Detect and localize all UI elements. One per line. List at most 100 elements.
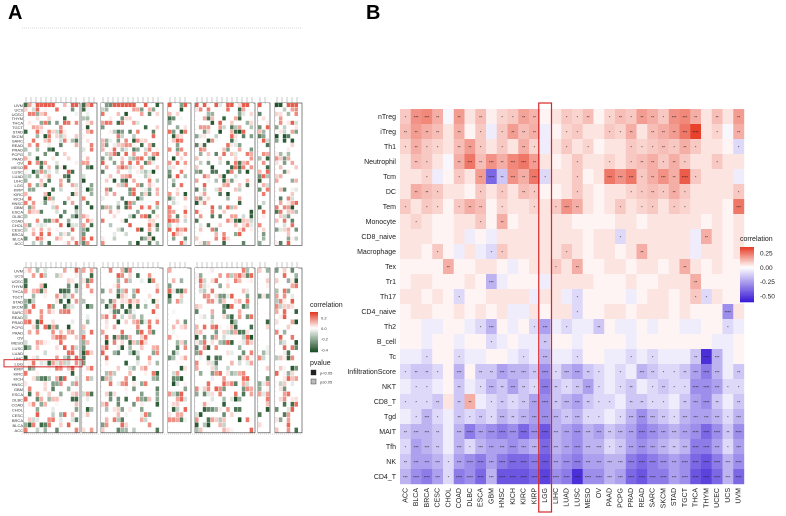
heatmap-cell: [226, 151, 230, 156]
row-label: KIRP: [14, 187, 24, 192]
heatmap-cell: [202, 329, 207, 335]
heatmap-cell: [241, 125, 246, 130]
heatmap-cell: [24, 147, 28, 152]
heatmap-cell: [195, 223, 199, 228]
heatmap-cell: [202, 240, 207, 245]
heatmap-cell: [593, 319, 605, 335]
heatmap-cell: [647, 289, 659, 305]
heatmap-cell: [116, 422, 121, 428]
heatmap-cell: [275, 365, 279, 371]
heatmap-cell: [593, 184, 605, 200]
heatmap-cell: [104, 227, 109, 232]
heatmap-cell: [222, 288, 226, 294]
heatmap-cell: [27, 412, 32, 417]
heatmap-cell: [47, 120, 51, 125]
heatmap-cell: [66, 236, 71, 241]
heatmap-cell: [140, 187, 144, 192]
heatmap-cell: [143, 214, 148, 219]
heatmap-cell: [112, 116, 117, 121]
heatmap-cell: [198, 169, 203, 174]
heatmap-cell: [202, 376, 207, 381]
heatmap-cell: [82, 427, 86, 433]
heatmap-cell: [85, 174, 90, 179]
heatmap-cell: [47, 169, 51, 174]
heatmap-cell: [290, 427, 295, 433]
significance-mark: ***: [715, 385, 720, 390]
heatmap-cell: [85, 329, 90, 335]
heatmap-cell: [278, 160, 283, 165]
heatmap-cell: [171, 165, 176, 170]
significance-mark: ****: [488, 175, 495, 180]
heatmap-cell: [249, 360, 254, 366]
row-label: CESC: [12, 413, 23, 418]
heatmap-cell: [294, 391, 298, 397]
heatmap-cell: [275, 183, 279, 188]
heatmap-cell: [128, 324, 132, 330]
heatmap-cell: [179, 160, 184, 165]
heatmap-cell: [85, 151, 90, 156]
heatmap-cell: [147, 381, 152, 387]
heatmap-cell: [175, 365, 180, 371]
heatmap-cell: [143, 391, 148, 397]
significance-mark: *: [738, 385, 740, 390]
heatmap-cell: [66, 304, 71, 309]
heatmap-cell: [124, 412, 128, 417]
significance-mark: ***: [661, 175, 666, 180]
heatmap-cell: [112, 417, 117, 423]
significance-mark: ***: [607, 175, 612, 180]
heatmap-cell: [155, 293, 160, 299]
heatmap-cell: [286, 329, 291, 335]
heatmap-cell: [31, 340, 36, 345]
heatmap-cell: [24, 365, 28, 371]
significance-mark: **: [436, 130, 440, 135]
heatmap-cell: [258, 214, 262, 219]
heatmap-cell: [237, 298, 242, 304]
heatmap-cell: [116, 268, 121, 273]
heatmap-cell: [679, 124, 691, 140]
heatmap-cell: [120, 160, 124, 165]
heatmap-cell: [230, 278, 234, 284]
heatmap-cell: [147, 183, 152, 188]
heatmap-cell: [55, 334, 59, 340]
heatmap-cell: [278, 103, 283, 108]
heatmap-cell: [124, 268, 128, 273]
heatmap-cell: [261, 304, 266, 309]
heatmap-cell: [278, 169, 283, 174]
heatmap-cell: [604, 184, 616, 200]
heatmap-cell: [179, 103, 184, 108]
heatmap-cell: [140, 214, 144, 219]
heatmap-cell: [112, 309, 117, 314]
heatmap-cell: [82, 340, 86, 345]
heatmap-cell: [39, 422, 44, 428]
heatmap-cell: [151, 147, 156, 152]
heatmap-cell: [464, 364, 476, 380]
heatmap-cell: [421, 109, 433, 125]
heatmap-cell: [453, 124, 465, 140]
heatmap-cell: [237, 143, 242, 148]
heatmap-cell: [261, 401, 266, 407]
heatmap-cell: [108, 183, 113, 188]
heatmap-cell: [89, 355, 94, 361]
heatmap-cell: [66, 187, 71, 192]
heatmap-cell: [539, 319, 551, 335]
significance-mark: **: [490, 370, 494, 375]
heatmap-cell: [132, 283, 136, 289]
heatmap-cell: [636, 154, 648, 170]
heatmap-cell: [507, 379, 519, 395]
heatmap-cell: [230, 174, 234, 179]
significance-mark: **: [630, 400, 634, 405]
heatmap-cell: [561, 244, 573, 260]
heatmap-cell: [63, 218, 67, 223]
heatmap-cell: [82, 205, 86, 210]
heatmap-cell: [198, 283, 203, 289]
heatmap-cell: [85, 268, 90, 273]
heatmap-cell: [124, 345, 128, 350]
heatmap-cell: [51, 218, 55, 223]
heatmap-cell: [210, 345, 215, 350]
heatmap-cell: [168, 143, 172, 148]
heatmap-cell: [294, 103, 298, 108]
heatmap-cell: [35, 156, 40, 161]
heatmap-cell: [214, 422, 218, 428]
heatmap-cell: [104, 334, 109, 340]
heatmap-cell: [241, 427, 246, 433]
